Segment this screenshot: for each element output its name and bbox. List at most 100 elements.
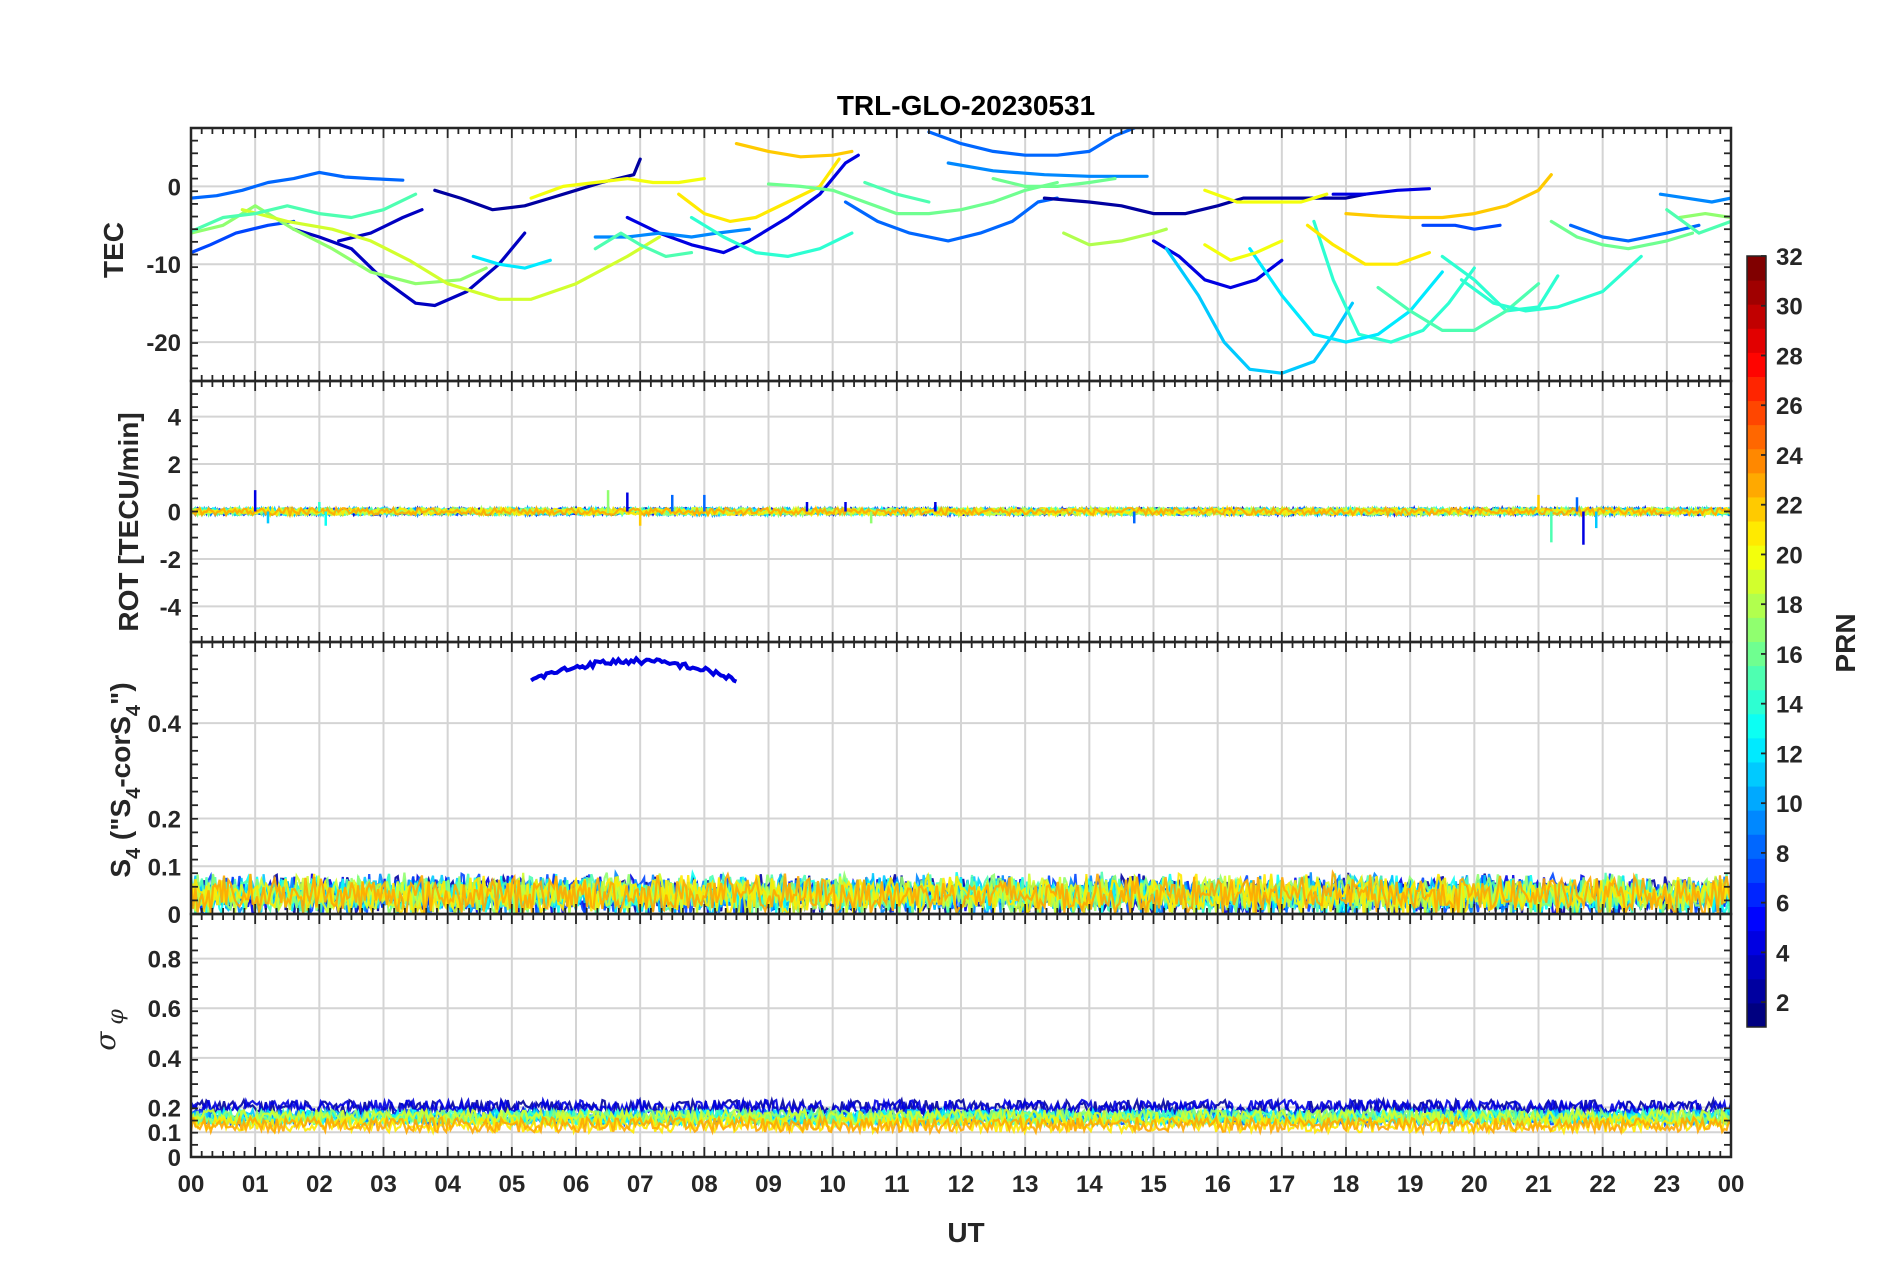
tec-series-prn-4 xyxy=(1331,187,1432,196)
x-tick-label: 22 xyxy=(1589,1171,1616,1198)
colorbar-swatch xyxy=(1747,954,1766,980)
x-tick-label: 23 xyxy=(1653,1171,1680,1198)
y-tick-label: 0.4 xyxy=(148,1046,182,1073)
colorbar-swatch xyxy=(1747,617,1766,642)
colorbar-swatch xyxy=(1747,689,1766,715)
tec-series-prn-20 xyxy=(529,177,706,200)
y-tick-label: 0.1 xyxy=(148,1120,181,1147)
tec-series-prn-8 xyxy=(843,196,1059,243)
colorbar-tick-label: 8 xyxy=(1776,841,1789,868)
x-tick-label: 16 xyxy=(1204,1171,1231,1198)
colorbar-swatch xyxy=(1747,569,1766,594)
tec-series-prn-14 xyxy=(1312,219,1476,344)
x-tick-label: 09 xyxy=(755,1171,782,1198)
y-tick-label: -10 xyxy=(146,252,181,279)
x-tick-label: 18 xyxy=(1333,1171,1360,1198)
colorbar-swatch xyxy=(1747,1002,1766,1028)
x-tick-label: 04 xyxy=(434,1171,461,1198)
colorbar-tick-label: 14 xyxy=(1776,692,1803,719)
tec-series-prn-22 xyxy=(734,142,854,159)
colorbar-swatch xyxy=(1747,906,1766,932)
colorbar-tick-label: 26 xyxy=(1776,393,1803,420)
x-tick-label: 01 xyxy=(242,1171,269,1198)
tec-series-prn-2 xyxy=(433,157,642,212)
noise-series-prn-2 xyxy=(191,1095,1731,1119)
colorbar-swatch xyxy=(1747,978,1766,1004)
tec-series-prn-14 xyxy=(1459,254,1643,313)
tec-series-prn-7 xyxy=(1421,223,1502,231)
colorbar-tick-label: 6 xyxy=(1776,891,1789,918)
tec-ylabel: TEC xyxy=(98,222,129,278)
colorbar-swatch xyxy=(1747,472,1766,498)
colorbar-swatch xyxy=(1747,424,1766,450)
y-tick-label: 0.4 xyxy=(148,711,182,738)
tec-series-prn-19 xyxy=(240,208,662,301)
rot-ylabel: ROT [TECU/min] xyxy=(113,412,144,631)
colorbar-tick-label: 12 xyxy=(1776,741,1803,768)
tec-series-prn-9 xyxy=(593,227,751,239)
colorbar-swatch xyxy=(1747,713,1766,739)
x-tick-label: 13 xyxy=(1012,1171,1039,1198)
colorbar-swatch xyxy=(1747,304,1766,329)
colorbar-swatch xyxy=(1747,665,1766,691)
y-tick-label: 0 xyxy=(168,174,181,201)
tec-series-prn-8 xyxy=(1568,223,1701,243)
colorbar-swatch xyxy=(1747,593,1766,618)
x-tick-label: 00 xyxy=(1718,1171,1745,1198)
noise-series-prn-23 xyxy=(191,1113,1731,1137)
y-tick-label: 0 xyxy=(168,902,181,929)
y-tick-label: 0.6 xyxy=(148,996,181,1023)
chart-title: TRL-GLO-20230531 xyxy=(837,90,1095,121)
tec-series-prn-4 xyxy=(1151,239,1284,290)
tec-series-prn-15 xyxy=(1665,208,1731,235)
x-tick-label: 08 xyxy=(691,1171,718,1198)
tec-series-prn-17 xyxy=(1678,212,1731,220)
y-tick-label: 0 xyxy=(168,1145,181,1172)
y-tick-label: 0 xyxy=(168,500,181,527)
tec-series-prn-11 xyxy=(1164,247,1355,375)
s4-ylabel: S4 ("S4-corS4") xyxy=(105,682,145,877)
x-tick-label: 05 xyxy=(498,1171,525,1198)
x-tick-label: 02 xyxy=(306,1171,333,1198)
x-tick-label: 21 xyxy=(1525,1171,1552,1198)
tec-series-prn-22 xyxy=(1344,173,1553,220)
colorbar-swatch xyxy=(1747,882,1766,908)
colorbar-tick-label: 10 xyxy=(1776,791,1803,818)
rot-panel: 4 2 0 -2 -4 xyxy=(160,379,1733,644)
colorbar-swatch xyxy=(1747,448,1766,474)
colorbar-tick-label: 18 xyxy=(1776,592,1803,619)
tec-panel: 0 -10 -20 xyxy=(146,126,1733,383)
y-tick-label: 4 xyxy=(168,405,182,432)
colorbar-swatch xyxy=(1747,810,1766,835)
y-tick-label: 0.8 xyxy=(148,947,181,974)
colorbar-tick-label: 28 xyxy=(1776,343,1803,370)
x-tick-label: 03 xyxy=(370,1171,397,1198)
data-layer xyxy=(191,1095,1731,1137)
tec-series-prn-9 xyxy=(1658,192,1731,204)
y-tick-label: 2 xyxy=(168,452,181,479)
tec-series-prn-7 xyxy=(191,219,296,255)
tec-series-prn-15 xyxy=(863,180,931,204)
x-tick-label: 17 xyxy=(1268,1171,1295,1198)
y-tick-label: 0.2 xyxy=(148,1095,181,1122)
colorbar-tick-label: 16 xyxy=(1776,642,1803,669)
x-tick-label: 20 xyxy=(1461,1171,1488,1198)
y-tick-label: -2 xyxy=(160,547,181,574)
x-tick-label: 06 xyxy=(563,1171,590,1198)
svg-text:S4 ("S4-corS4"): S4 ("S4-corS4") xyxy=(105,682,145,877)
y-tick-label: -4 xyxy=(160,594,182,621)
s4-panel: 0.4 0.2 0.1 0 xyxy=(148,640,1733,929)
x-tick-label: 14 xyxy=(1076,1171,1103,1198)
colorbar-frame xyxy=(1746,255,1767,1028)
colorbar-tick-label: 22 xyxy=(1776,493,1803,520)
tec-series-prn-8 xyxy=(927,128,1136,157)
tec-series-prn-14 xyxy=(689,215,854,258)
colorbar-swatch xyxy=(1747,545,1766,570)
colorbar-tick-label: 32 xyxy=(1776,244,1803,271)
tec-series-prn-21 xyxy=(1305,223,1432,266)
colorbar-swatch xyxy=(1747,737,1766,763)
tec-series-prn-16 xyxy=(991,177,1117,188)
tec-series-prn-16 xyxy=(766,180,1059,216)
colorbar-swatch xyxy=(1747,256,1766,281)
